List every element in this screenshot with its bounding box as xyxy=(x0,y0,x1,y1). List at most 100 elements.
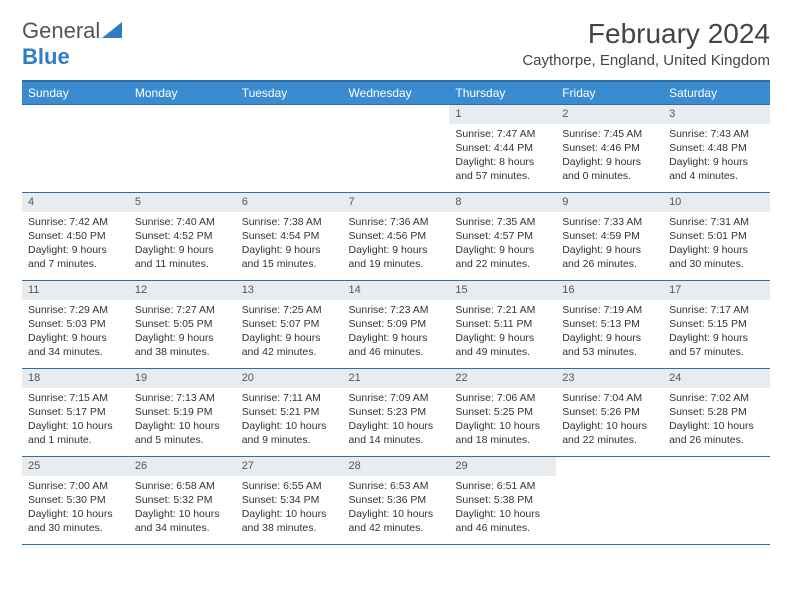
daylight-text: Daylight: 9 hours and 26 minutes. xyxy=(562,243,657,271)
day-details: Sunrise: 7:04 AMSunset: 5:26 PMDaylight:… xyxy=(556,388,663,452)
sunset-text: Sunset: 5:13 PM xyxy=(562,317,657,331)
daylight-text: Daylight: 10 hours and 18 minutes. xyxy=(455,419,550,447)
daylight-text: Daylight: 9 hours and 4 minutes. xyxy=(669,155,764,183)
day-number: 8 xyxy=(449,193,556,212)
title-block: February 2024 Caythorpe, England, United… xyxy=(522,18,770,69)
sunset-text: Sunset: 5:32 PM xyxy=(135,493,230,507)
day-number: 1 xyxy=(449,105,556,124)
day-details: Sunrise: 7:15 AMSunset: 5:17 PMDaylight:… xyxy=(22,388,129,452)
sunset-text: Sunset: 4:44 PM xyxy=(455,141,550,155)
sunrise-text: Sunrise: 7:11 AM xyxy=(242,391,337,405)
day-number: 17 xyxy=(663,281,770,300)
day-details: Sunrise: 7:00 AMSunset: 5:30 PMDaylight:… xyxy=(22,476,129,540)
day-number: 5 xyxy=(129,193,236,212)
sunrise-text: Sunrise: 7:42 AM xyxy=(28,215,123,229)
calendar-day-cell: 21Sunrise: 7:09 AMSunset: 5:23 PMDayligh… xyxy=(343,369,450,457)
day-number: 29 xyxy=(449,457,556,476)
daylight-text: Daylight: 9 hours and 30 minutes. xyxy=(669,243,764,271)
day-details: Sunrise: 7:45 AMSunset: 4:46 PMDaylight:… xyxy=(556,124,663,188)
daylight-text: Daylight: 10 hours and 14 minutes. xyxy=(349,419,444,447)
sunset-text: Sunset: 5:38 PM xyxy=(455,493,550,507)
day-details: Sunrise: 7:42 AMSunset: 4:50 PMDaylight:… xyxy=(22,212,129,276)
sunset-text: Sunset: 4:56 PM xyxy=(349,229,444,243)
calendar-day-cell: 18Sunrise: 7:15 AMSunset: 5:17 PMDayligh… xyxy=(22,369,129,457)
calendar-day-cell: 28Sunrise: 6:53 AMSunset: 5:36 PMDayligh… xyxy=(343,457,450,545)
daylight-text: Daylight: 9 hours and 7 minutes. xyxy=(28,243,123,271)
sunrise-text: Sunrise: 7:36 AM xyxy=(349,215,444,229)
calendar-body: 1Sunrise: 7:47 AMSunset: 4:44 PMDaylight… xyxy=(22,105,770,545)
calendar-empty-cell xyxy=(556,457,663,545)
calendar-day-cell: 23Sunrise: 7:04 AMSunset: 5:26 PMDayligh… xyxy=(556,369,663,457)
daylight-text: Daylight: 9 hours and 15 minutes. xyxy=(242,243,337,271)
sunset-text: Sunset: 5:03 PM xyxy=(28,317,123,331)
calendar-day-cell: 22Sunrise: 7:06 AMSunset: 5:25 PMDayligh… xyxy=(449,369,556,457)
calendar-row: 4Sunrise: 7:42 AMSunset: 4:50 PMDaylight… xyxy=(22,193,770,281)
day-details: Sunrise: 7:11 AMSunset: 5:21 PMDaylight:… xyxy=(236,388,343,452)
calendar-row: 25Sunrise: 7:00 AMSunset: 5:30 PMDayligh… xyxy=(22,457,770,545)
sunset-text: Sunset: 5:15 PM xyxy=(669,317,764,331)
day-number: 25 xyxy=(22,457,129,476)
brand-part1: General xyxy=(22,18,100,43)
day-number: 23 xyxy=(556,369,663,388)
day-number: 15 xyxy=(449,281,556,300)
calendar-day-cell: 9Sunrise: 7:33 AMSunset: 4:59 PMDaylight… xyxy=(556,193,663,281)
sunrise-text: Sunrise: 6:51 AM xyxy=(455,479,550,493)
day-details: Sunrise: 7:23 AMSunset: 5:09 PMDaylight:… xyxy=(343,300,450,364)
sunrise-text: Sunrise: 7:19 AM xyxy=(562,303,657,317)
sunset-text: Sunset: 4:52 PM xyxy=(135,229,230,243)
day-details: Sunrise: 7:27 AMSunset: 5:05 PMDaylight:… xyxy=(129,300,236,364)
calendar-header-row: SundayMondayTuesdayWednesdayThursdayFrid… xyxy=(22,81,770,105)
daylight-text: Daylight: 10 hours and 1 minute. xyxy=(28,419,123,447)
sunset-text: Sunset: 5:17 PM xyxy=(28,405,123,419)
day-number: 10 xyxy=(663,193,770,212)
sunrise-text: Sunrise: 7:15 AM xyxy=(28,391,123,405)
calendar-day-cell: 10Sunrise: 7:31 AMSunset: 5:01 PMDayligh… xyxy=(663,193,770,281)
calendar-row: 1Sunrise: 7:47 AMSunset: 4:44 PMDaylight… xyxy=(22,105,770,193)
sunrise-text: Sunrise: 7:43 AM xyxy=(669,127,764,141)
daylight-text: Daylight: 10 hours and 9 minutes. xyxy=(242,419,337,447)
header: General Blue February 2024 Caythorpe, En… xyxy=(22,18,770,70)
daylight-text: Daylight: 9 hours and 57 minutes. xyxy=(669,331,764,359)
calendar-day-cell: 4Sunrise: 7:42 AMSunset: 4:50 PMDaylight… xyxy=(22,193,129,281)
sunset-text: Sunset: 5:09 PM xyxy=(349,317,444,331)
daylight-text: Daylight: 8 hours and 57 minutes. xyxy=(455,155,550,183)
calendar-day-cell: 15Sunrise: 7:21 AMSunset: 5:11 PMDayligh… xyxy=(449,281,556,369)
calendar-empty-cell xyxy=(663,457,770,545)
sunset-text: Sunset: 5:23 PM xyxy=(349,405,444,419)
day-number: 19 xyxy=(129,369,236,388)
daylight-text: Daylight: 10 hours and 34 minutes. xyxy=(135,507,230,535)
daylight-text: Daylight: 9 hours and 11 minutes. xyxy=(135,243,230,271)
calendar-day-cell: 12Sunrise: 7:27 AMSunset: 5:05 PMDayligh… xyxy=(129,281,236,369)
sunrise-text: Sunrise: 6:58 AM xyxy=(135,479,230,493)
day-number: 18 xyxy=(22,369,129,388)
day-details: Sunrise: 6:55 AMSunset: 5:34 PMDaylight:… xyxy=(236,476,343,540)
sunrise-text: Sunrise: 7:06 AM xyxy=(455,391,550,405)
day-number: 14 xyxy=(343,281,450,300)
sunset-text: Sunset: 5:36 PM xyxy=(349,493,444,507)
daylight-text: Daylight: 10 hours and 26 minutes. xyxy=(669,419,764,447)
calendar-table: SundayMondayTuesdayWednesdayThursdayFrid… xyxy=(22,80,770,545)
sunset-text: Sunset: 5:19 PM xyxy=(135,405,230,419)
sunset-text: Sunset: 4:46 PM xyxy=(562,141,657,155)
sunset-text: Sunset: 5:34 PM xyxy=(242,493,337,507)
calendar-day-cell: 27Sunrise: 6:55 AMSunset: 5:34 PMDayligh… xyxy=(236,457,343,545)
sunset-text: Sunset: 5:30 PM xyxy=(28,493,123,507)
weekday-header: Monday xyxy=(129,81,236,105)
daylight-text: Daylight: 10 hours and 5 minutes. xyxy=(135,419,230,447)
sunrise-text: Sunrise: 6:55 AM xyxy=(242,479,337,493)
sunrise-text: Sunrise: 7:40 AM xyxy=(135,215,230,229)
sunset-text: Sunset: 5:28 PM xyxy=(669,405,764,419)
calendar-empty-cell xyxy=(129,105,236,193)
daylight-text: Daylight: 9 hours and 34 minutes. xyxy=(28,331,123,359)
sunset-text: Sunset: 5:26 PM xyxy=(562,405,657,419)
day-number: 7 xyxy=(343,193,450,212)
daylight-text: Daylight: 9 hours and 46 minutes. xyxy=(349,331,444,359)
daylight-text: Daylight: 9 hours and 22 minutes. xyxy=(455,243,550,271)
month-title: February 2024 xyxy=(522,18,770,50)
day-details: Sunrise: 7:43 AMSunset: 4:48 PMDaylight:… xyxy=(663,124,770,188)
calendar-empty-cell xyxy=(236,105,343,193)
calendar-row: 11Sunrise: 7:29 AMSunset: 5:03 PMDayligh… xyxy=(22,281,770,369)
sunrise-text: Sunrise: 7:17 AM xyxy=(669,303,764,317)
sunrise-text: Sunrise: 7:02 AM xyxy=(669,391,764,405)
calendar-day-cell: 6Sunrise: 7:38 AMSunset: 4:54 PMDaylight… xyxy=(236,193,343,281)
